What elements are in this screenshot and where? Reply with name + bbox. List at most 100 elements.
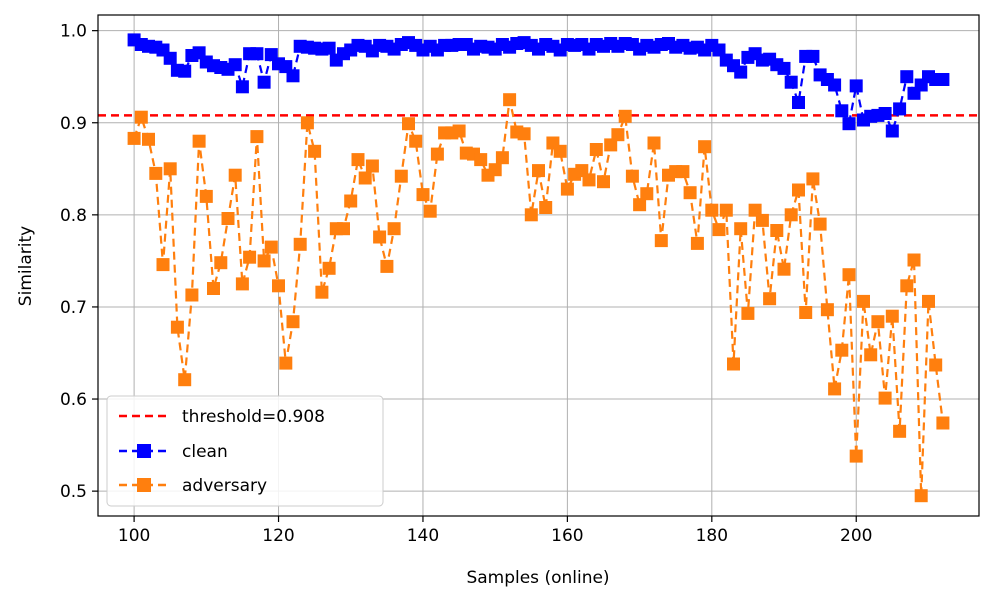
adversary-point	[495, 151, 509, 165]
legend: threshold=0.908 clean adversary	[106, 395, 384, 507]
adversary-point	[192, 134, 206, 148]
legend-adversary-label: adversary	[182, 476, 267, 496]
legend-adversary-marker	[137, 478, 151, 492]
adversary-point	[452, 124, 466, 138]
adversary-point	[358, 171, 372, 185]
clean-point	[806, 49, 820, 63]
adversary-point	[589, 143, 603, 156]
adversary-point	[250, 130, 264, 144]
adversary-point	[806, 172, 820, 186]
adversary-point	[199, 189, 213, 203]
clean-point	[842, 117, 856, 131]
adversary-point	[293, 237, 307, 251]
adversary-point	[272, 279, 285, 293]
adversary-point	[235, 277, 249, 291]
series-adversary	[127, 93, 950, 503]
legend-clean-marker	[137, 444, 151, 458]
clean-point	[936, 73, 950, 86]
series-clean	[127, 33, 950, 138]
adversary-point	[763, 292, 777, 306]
adversary-point	[878, 391, 892, 405]
adversary-point	[308, 144, 322, 158]
clean-point	[849, 79, 863, 93]
adversary-point	[907, 253, 921, 267]
adversary-point	[900, 279, 914, 293]
adversary-point	[243, 250, 257, 264]
adversary-point	[690, 236, 704, 250]
adversary-point	[835, 343, 849, 357]
tick-layer: 100 120 140 160 180 200 0.5 0.6 0.7 0.8 0.9 1.0	[60, 22, 873, 546]
adversary-point	[611, 128, 625, 142]
clean-point	[734, 65, 748, 79]
adversary-point	[792, 183, 805, 197]
adversary-point	[156, 258, 170, 272]
y-tick-label: 0.9	[60, 114, 87, 134]
adversary-point	[474, 153, 488, 167]
adversary-point	[712, 223, 726, 237]
x-tick-label: 120	[262, 526, 294, 546]
adversary-point	[618, 109, 632, 123]
adversary-point	[163, 162, 177, 176]
adversary-point	[705, 203, 719, 217]
adversary-point	[142, 132, 155, 146]
adversary-point	[849, 449, 863, 463]
adversary-point	[178, 373, 192, 387]
adversary-point	[813, 217, 827, 231]
adversary-point	[727, 357, 740, 371]
adversary-point	[127, 131, 141, 145]
adversary-point	[647, 136, 661, 150]
adversary-point	[770, 224, 784, 237]
adversary-point	[748, 203, 762, 217]
adversary-point	[597, 175, 610, 189]
y-tick-label: 1.0	[60, 22, 87, 42]
adversary-point	[337, 222, 350, 236]
adversary-point	[553, 144, 567, 158]
adversary-point	[286, 315, 300, 329]
clean-point	[784, 75, 798, 89]
adversary-point	[207, 282, 220, 295]
y-axis-label: Similarity	[16, 226, 36, 306]
adversary-point	[365, 159, 379, 173]
clean-point	[885, 124, 899, 138]
adversary-point	[351, 153, 365, 167]
adversary-point	[257, 254, 271, 268]
adversary-point	[828, 382, 842, 396]
x-tick-label: 100	[118, 526, 150, 546]
adversary-point	[134, 110, 148, 124]
adversary-point	[503, 93, 517, 107]
clean-point	[792, 96, 805, 109]
adversary-point	[264, 240, 278, 254]
plot-frame	[97, 14, 980, 517]
adversary-point	[734, 222, 748, 236]
adversary-point	[402, 117, 415, 131]
clean-point	[893, 102, 907, 116]
clean-point	[178, 64, 192, 78]
clean-point	[250, 47, 264, 61]
adversary-point	[539, 201, 553, 214]
adversary-point	[625, 169, 639, 183]
adversary-point	[416, 188, 430, 202]
adversary-point	[719, 203, 733, 217]
adversary-point	[300, 116, 314, 130]
clean-point	[828, 78, 842, 92]
adversary-point	[640, 187, 654, 201]
adversary-point	[214, 256, 228, 270]
x-axis-label: Samples (online)	[466, 568, 609, 588]
clean-point	[900, 70, 914, 84]
adversary-point	[820, 303, 834, 317]
adversary-point	[170, 320, 184, 334]
adversary-point	[279, 356, 293, 370]
clean-point	[228, 58, 242, 72]
clean-point	[163, 51, 177, 65]
y-tick-label: 0.7	[60, 298, 87, 318]
clean-point	[777, 61, 791, 75]
adversary-point	[185, 288, 199, 302]
adversary-point	[560, 182, 574, 196]
adversary-point	[893, 424, 907, 438]
adversary-point	[221, 212, 235, 225]
adversary-point	[582, 173, 596, 187]
legend-box	[106, 395, 384, 507]
adversary-point	[315, 285, 329, 299]
